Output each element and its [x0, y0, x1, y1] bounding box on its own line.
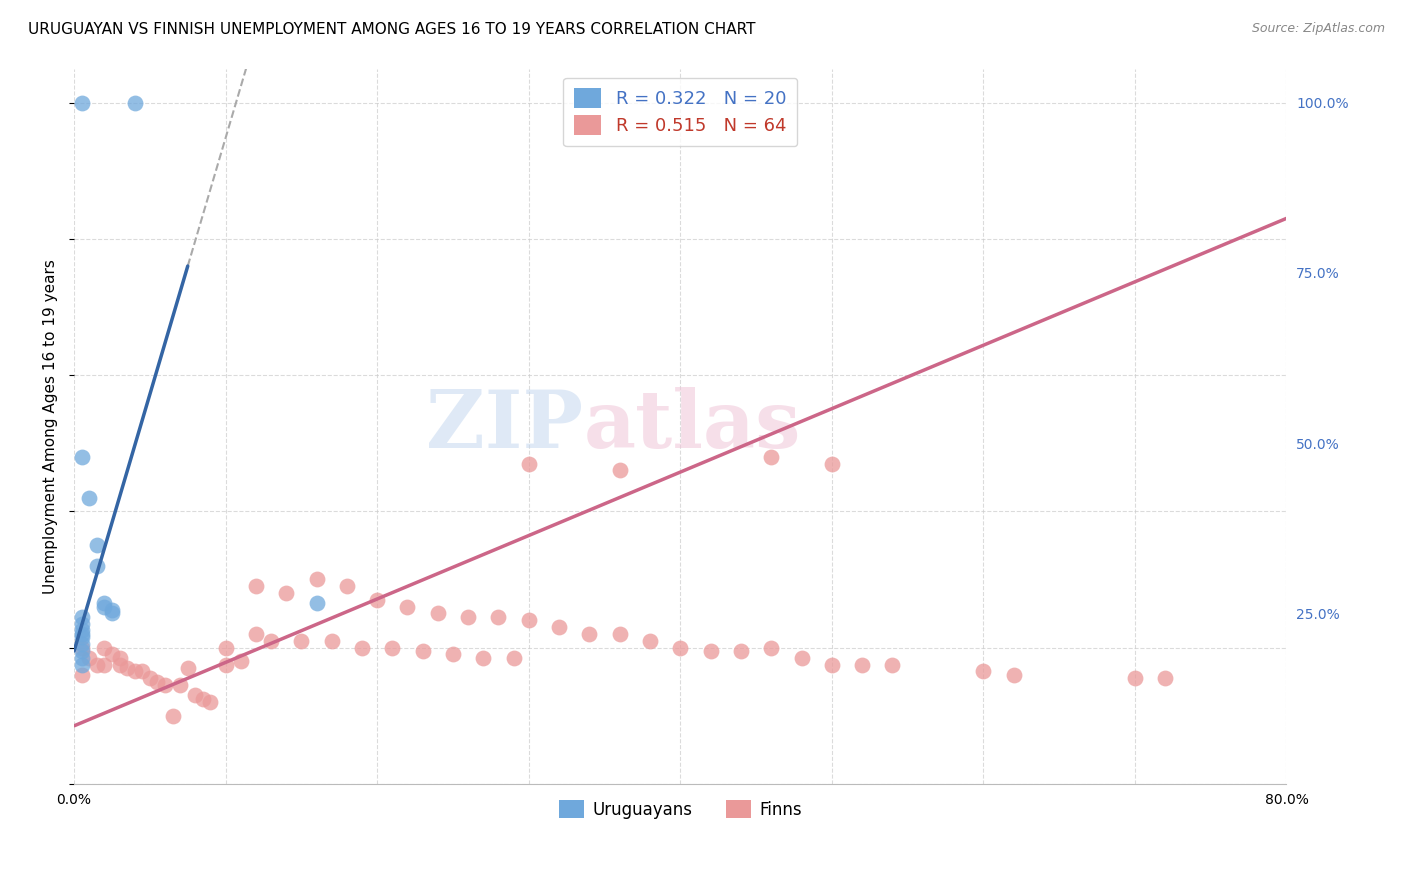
Point [70, 650, 93, 665]
Point [336, 579, 359, 593]
Point [70, 667, 93, 681]
Point [70, 630, 93, 644]
Point [669, 640, 692, 655]
Point [548, 620, 571, 634]
Point [93, 657, 115, 672]
Point [77, 491, 100, 505]
Point [578, 627, 600, 641]
Point [115, 661, 138, 675]
Point [638, 633, 661, 648]
Point [1154, 671, 1177, 685]
Point [350, 640, 373, 655]
Text: Source: ZipAtlas.com: Source: ZipAtlas.com [1251, 22, 1385, 36]
Text: ZIP: ZIP [426, 387, 583, 465]
Point [70, 610, 93, 624]
Point [146, 674, 169, 689]
Point [229, 654, 252, 668]
Point [177, 661, 200, 675]
Point [486, 610, 509, 624]
Point [426, 607, 449, 621]
Legend: Uruguayans, Finns: Uruguayans, Finns [553, 794, 808, 825]
Point [882, 657, 904, 672]
Point [321, 633, 343, 648]
Point [472, 650, 495, 665]
Point [214, 657, 236, 672]
Point [101, 648, 124, 662]
Point [214, 640, 236, 655]
Point [502, 650, 524, 665]
Point [457, 610, 479, 624]
Point [381, 640, 404, 655]
Point [200, 695, 222, 709]
Point [169, 678, 191, 692]
Point [305, 596, 328, 610]
Point [276, 586, 298, 600]
Point [245, 627, 267, 641]
Point [70, 627, 93, 641]
Point [290, 633, 312, 648]
Point [153, 678, 176, 692]
Point [86, 558, 108, 573]
Point [70, 640, 93, 655]
Point [124, 665, 146, 679]
Point [761, 640, 783, 655]
Point [366, 592, 388, 607]
Point [184, 688, 207, 702]
Point [86, 538, 108, 552]
Point [821, 457, 844, 471]
Y-axis label: Unemployment Among Ages 16 to 19 years: Unemployment Among Ages 16 to 19 years [44, 259, 58, 593]
Point [305, 573, 328, 587]
Point [396, 599, 419, 614]
Text: URUGUAYAN VS FINNISH UNEMPLOYMENT AMONG AGES 16 TO 19 YEARS CORRELATION CHART: URUGUAYAN VS FINNISH UNEMPLOYMENT AMONG … [28, 22, 755, 37]
Point [124, 95, 146, 110]
Point [191, 691, 214, 706]
Point [1123, 671, 1146, 685]
Point [1002, 667, 1025, 681]
Point [70, 657, 93, 672]
Point [70, 450, 93, 464]
Point [609, 463, 631, 477]
Point [699, 644, 721, 658]
Point [101, 607, 124, 621]
Point [108, 657, 131, 672]
Point [70, 644, 93, 658]
Point [70, 95, 93, 110]
Point [260, 633, 283, 648]
Point [108, 650, 131, 665]
Point [412, 644, 434, 658]
Point [441, 648, 464, 662]
Point [517, 613, 540, 627]
Point [730, 644, 752, 658]
Point [101, 603, 124, 617]
Point [86, 657, 108, 672]
Point [245, 579, 267, 593]
Point [93, 599, 115, 614]
Point [821, 657, 844, 672]
Point [162, 708, 184, 723]
Point [972, 665, 994, 679]
Point [70, 624, 93, 638]
Point [131, 665, 153, 679]
Point [93, 640, 115, 655]
Point [70, 616, 93, 631]
Point [851, 657, 873, 672]
Point [93, 596, 115, 610]
Point [139, 671, 162, 685]
Point [609, 627, 631, 641]
Point [761, 450, 783, 464]
Point [70, 637, 93, 651]
Point [77, 650, 100, 665]
Point [790, 650, 813, 665]
Text: atlas: atlas [583, 387, 800, 465]
Point [517, 457, 540, 471]
